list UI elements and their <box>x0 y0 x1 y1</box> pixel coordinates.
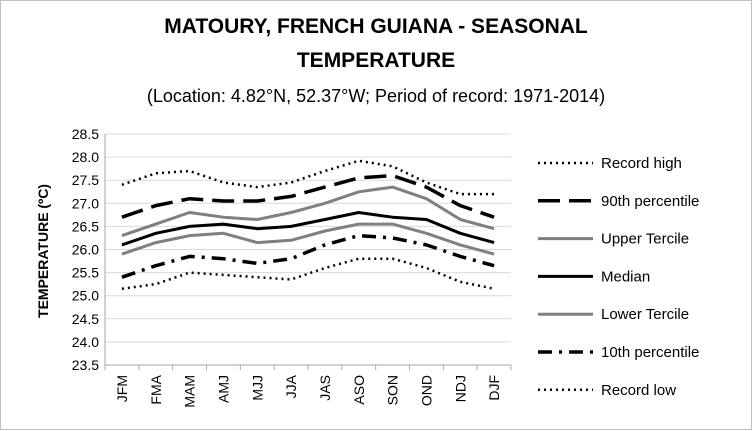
series-line <box>121 173 495 219</box>
x-tick-label: MAM <box>182 375 198 408</box>
x-tick-label: JFM <box>114 375 130 402</box>
y-tick-label: 24.5 <box>72 311 99 327</box>
chart-title-line-1: MATOURY, FRENCH GUIANA - SEASONAL <box>164 15 588 38</box>
x-tick-label: ASO <box>351 375 367 405</box>
series-line <box>121 159 495 196</box>
legend-label: Lower Tercile <box>601 306 689 323</box>
series-line <box>121 233 495 279</box>
y-tick-label: 28.0 <box>72 149 99 165</box>
y-tick-label: 27.0 <box>72 195 99 211</box>
y-tick-label: 25.5 <box>72 265 99 281</box>
x-tick-label: JJA <box>283 374 299 398</box>
series-line <box>121 211 495 247</box>
x-tick-label: AMJ <box>215 375 231 403</box>
x-tick-labels: JFM FMA MAM AMJ MJJ JJA JAS ASO SON OND NDJ DJF <box>114 374 502 407</box>
legend-label: Upper Tercile <box>601 231 689 248</box>
chart-subtitle: (Location: 4.82°N, 52.37°W; Period of re… <box>147 86 605 106</box>
x-tick-label: DJF <box>486 375 502 401</box>
x-tick-label: JAS <box>317 375 333 401</box>
legend-label: Record high <box>601 155 682 172</box>
series-line <box>121 257 495 291</box>
y-tick-label: 26.0 <box>72 242 99 258</box>
y-tick-label: 28.5 <box>72 126 99 142</box>
legend: Record high 90th percentile Upper Tercile M… <box>538 155 699 399</box>
y-tick-label: 25.0 <box>72 288 99 304</box>
y-axis-label: TEMPERATURE (ºC) <box>35 184 51 318</box>
plot-grid <box>104 133 512 370</box>
y-tick-label: 23.5 <box>72 357 99 373</box>
series-line <box>121 185 495 238</box>
y-tick-label: 27.5 <box>72 172 99 188</box>
legend-label: Record low <box>601 382 676 399</box>
x-tick-label: FMA <box>148 374 164 404</box>
legend-label: 90th percentile <box>601 193 699 210</box>
y-tick-label: 24.0 <box>72 334 99 350</box>
plot-series <box>121 159 495 291</box>
y-tick-label: 26.5 <box>72 218 99 234</box>
x-tick-label: SON <box>385 375 401 405</box>
series-line <box>121 222 495 256</box>
legend-label: 10th percentile <box>601 344 699 361</box>
x-tick-label: OND <box>418 375 434 406</box>
x-tick-label: MJJ <box>249 375 265 401</box>
legend-label: Median <box>601 268 650 285</box>
y-tick-labels: 28.5 28.0 27.5 27.0 26.5 26.0 25.5 25.0 24.5 24.0… <box>72 126 99 373</box>
chart-title-line-2: TEMPERATURE <box>297 49 455 72</box>
x-tick-label: NDJ <box>452 375 468 402</box>
